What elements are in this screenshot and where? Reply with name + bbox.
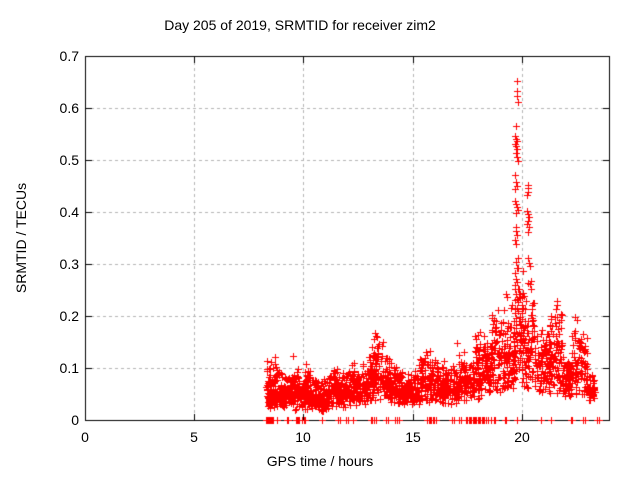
x-tick-label: 15	[405, 429, 421, 445]
x-tick-label: 20	[514, 429, 530, 445]
y-tick-label: 0.4	[59, 204, 79, 220]
y-tick-label: 0	[71, 412, 79, 428]
y-tick-label: 0.2	[59, 308, 79, 324]
x-tick-label: 5	[190, 429, 198, 445]
y-tick-label: 0.1	[59, 360, 79, 376]
y-tick-label: 0.5	[59, 152, 79, 168]
y-tick-label: 0.7	[59, 48, 79, 64]
x-tick-label: 0	[81, 429, 89, 445]
x-tick-label: 10	[295, 429, 311, 445]
chart-title: Day 205 of 2019, SRMTID for receiver zim…	[164, 17, 436, 33]
y-axis-label: SRMTID / TECUs	[13, 182, 29, 294]
y-tick-label: 0.3	[59, 256, 79, 272]
y-tick-label: 0.6	[59, 100, 79, 116]
x-axis-label: GPS time / hours	[266, 453, 374, 469]
